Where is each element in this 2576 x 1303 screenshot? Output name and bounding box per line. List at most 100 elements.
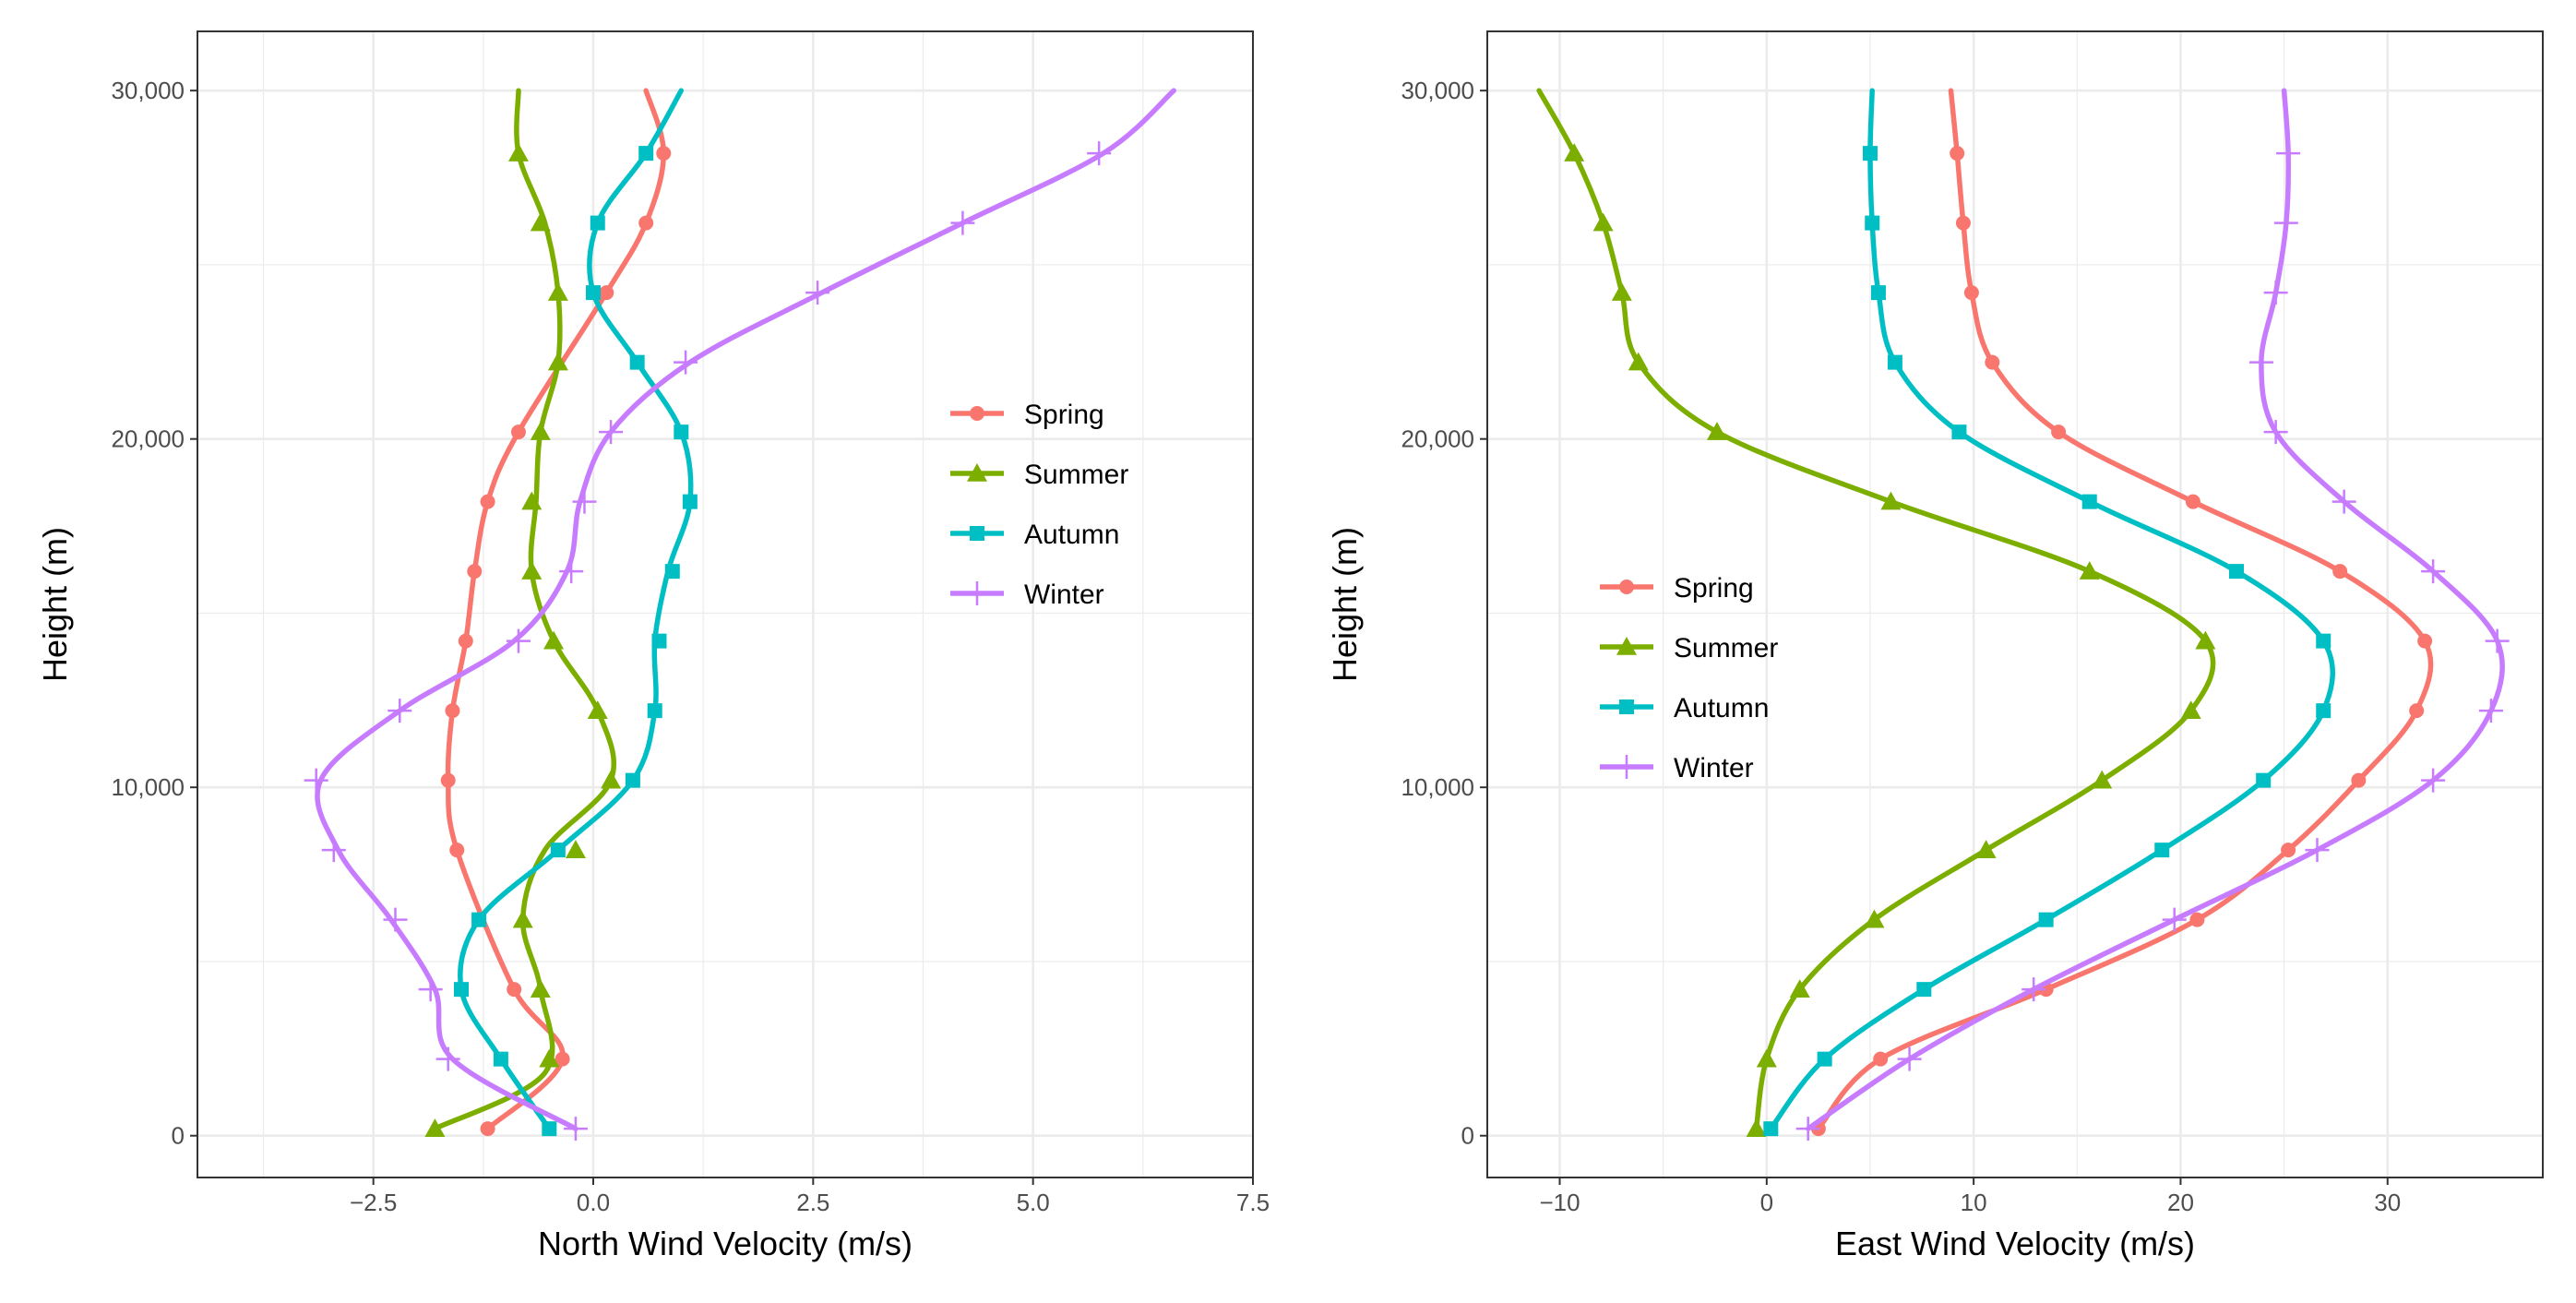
y-tick-label: 0 [172,1122,185,1150]
data-point-autumn [493,1051,508,1067]
plot-background [1487,31,2543,1177]
data-point-winter [559,559,584,584]
data-point-autumn [2316,703,2332,719]
data-point-spring [2409,703,2425,719]
data-point-autumn [625,772,640,788]
data-point-summer [1756,1048,1777,1068]
data-point-spring [1873,1051,1889,1067]
data-point-summer [512,909,533,928]
data-point-winter [674,350,698,375]
data-point-winter [2478,699,2503,723]
data-point-spring [507,982,522,998]
data-point-spring [656,146,672,161]
data-point-summer [1746,1118,1767,1137]
data-point-winter [388,699,412,723]
data-point-autumn [586,285,601,301]
data-point-spring [1955,215,1971,231]
data-point-spring [480,494,495,509]
gridlines [197,31,1255,1177]
data-point-summer [530,979,551,998]
x-axis-title: North Wind Velocity (m/s) [538,1225,912,1262]
data-point-spring [445,703,460,719]
data-point-summer [565,840,586,858]
y-tick-label: 20,000 [1401,425,1474,453]
legend-key-marker [1616,637,1637,655]
legend-label-spring: Spring [1024,400,1104,430]
y-tick-label: 10,000 [111,773,185,801]
data-point-summer [547,282,568,301]
data-point-summer [2092,770,2113,789]
legend-key-marker [1619,699,1634,714]
x-tick-label: 20 [2167,1189,2194,1216]
data-point-winter [1087,141,1112,166]
data-point-autumn [638,146,654,161]
x-tick-label: 10 [1961,1189,1987,1216]
data-point-autumn [1916,982,1932,998]
legend-label-winter: Winter [1024,580,1104,610]
data-point-spring [2332,564,2348,580]
data-point-winter [1897,1046,1922,1071]
data-point-summer [2195,630,2216,650]
data-point-summer [547,352,568,371]
data-point-autumn [647,703,662,719]
data-point-summer [424,1118,446,1137]
data-point-spring [1985,354,2000,370]
series-winter [1795,88,2510,1142]
data-point-summer [1592,212,1614,232]
series-winter [304,88,1176,1142]
data-point-spring [2417,633,2433,649]
data-point-winter [435,1046,460,1071]
y-tick-label: 10,000 [1401,773,1474,801]
data-point-autumn [1870,285,1886,301]
x-tick-label: 5.0 [1017,1189,1050,1216]
chart-panel-left: −2.5 0.0 2.5 5.0 7.5 0 10,000 20,000 30,000 North… [36,30,1270,1262]
data-point-winter [2263,420,2288,445]
legend-label-spring: Spring [1674,573,1754,604]
data-point-winter [2305,838,2330,863]
legend-label-autumn: Autumn [1674,693,1769,723]
series-line-autumn [458,88,694,1131]
data-point-summer [1628,352,1649,371]
data-point-summer [1611,282,1632,301]
data-point-winter [2485,628,2510,653]
data-point-winter [304,768,328,793]
series-summer [1536,88,2216,1137]
data-point-autumn [2256,772,2272,788]
legend-label-winter: Winter [1674,753,1754,783]
data-point-autumn [2038,912,2054,927]
x-axis-title: East Wind Velocity (m/s) [1835,1225,2195,1262]
data-point-winter [321,838,346,863]
data-point-autumn [471,912,487,927]
data-point-summer [1706,422,1727,440]
data-point-spring [2185,494,2200,509]
data-point-spring [458,633,473,649]
series-spring [440,88,672,1137]
y-axis-title: Height (m) [36,527,74,682]
data-point-summer [521,491,543,510]
data-point-autumn [664,564,680,580]
data-point-spring [2189,912,2205,927]
data-point-autumn [2081,494,2097,509]
data-point-autumn [454,982,469,998]
series-autumn [454,88,698,1137]
data-point-summer [587,700,608,719]
data-point-spring [510,424,526,440]
data-point-spring [480,1121,495,1137]
data-point-autumn [682,494,698,509]
data-point-autumn [1862,146,1878,161]
x-tick-label: −2.5 [350,1189,397,1216]
legend-label-summer: Summer [1674,633,1778,663]
data-point-winter [2421,559,2446,584]
legend-key-marker [970,526,984,541]
chart-panel-right: −10 0 10 20 30 0 10,000 20,000 30,000 East Wind V… [1326,30,2544,1262]
data-point-summer [1864,909,1885,928]
data-point-winter [572,489,597,514]
data-point-autumn [674,424,689,440]
x-tick-label: 0.0 [577,1189,610,1216]
data-point-summer [1564,143,1585,161]
series-summer [424,88,622,1137]
data-point-spring [440,772,456,788]
data-point-winter [950,210,975,235]
data-point-winter [2263,281,2288,305]
